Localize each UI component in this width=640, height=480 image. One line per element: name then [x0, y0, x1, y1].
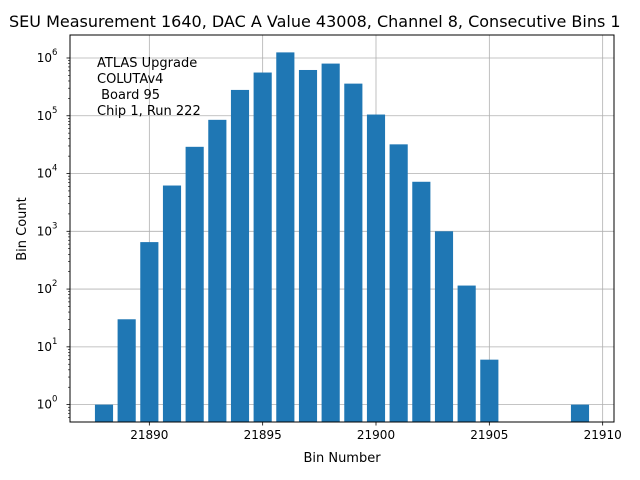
y-tick-exponent: 2 [52, 279, 57, 289]
x-tick-label: 21910 [584, 428, 622, 442]
bar-21902 [412, 181, 431, 422]
plot-frame [69, 34, 615, 423]
x-axis: 21890 21895 21900 21905 21910 [130, 422, 622, 442]
bar-21894 [230, 89, 250, 422]
bars-group [94, 52, 590, 423]
y-tick-label: 10 [37, 398, 52, 412]
bar-21890 [140, 242, 159, 422]
x-tick-label: 21895 [244, 428, 282, 442]
bar-21893 [208, 119, 227, 422]
bar-21891 [162, 185, 182, 422]
y-tick-label: 10 [37, 282, 52, 296]
bar-21909 [570, 404, 590, 422]
bar-21900 [366, 114, 386, 423]
chart-title: SEU Measurement 1640, DAC A Value 43008,… [9, 12, 621, 31]
y-tick-exponent: 0 [52, 395, 57, 405]
bar-21895 [253, 72, 272, 422]
bar-21899 [344, 83, 363, 422]
y-tick-exponent: 4 [52, 164, 57, 174]
y-tick-exponent: 1 [52, 337, 57, 347]
y-tick-label: 10 [37, 340, 52, 354]
x-tick-label: 21900 [357, 428, 395, 442]
bar-21901 [389, 144, 408, 422]
bar-21898 [321, 63, 340, 422]
y-tick-label: 10 [37, 224, 52, 238]
y-axis-label: Bin Count [15, 197, 30, 261]
y-tick-label: 10 [37, 109, 52, 123]
x-tick-label: 21905 [470, 428, 508, 442]
annotation-line: ATLAS Upgrade [97, 56, 197, 71]
y-tick-exponent: 3 [52, 221, 57, 231]
bar-21892 [185, 146, 204, 422]
y-tick-exponent: 5 [52, 106, 57, 116]
annotation-line: Board 95 [97, 88, 160, 103]
grid-lines [70, 35, 614, 422]
bar-21888 [94, 404, 114, 422]
y-tick-exponent: 6 [52, 48, 57, 58]
bar-21905 [480, 359, 499, 422]
annotation-line: Chip 1, Run 222 [97, 104, 201, 119]
y-tick-label: 10 [37, 51, 52, 65]
annotation-line: COLUTAv4 [97, 72, 163, 87]
y-tick-label: 10 [37, 167, 52, 181]
bar-21904 [457, 285, 476, 422]
x-tick-label: 21890 [130, 428, 168, 442]
bar-21903 [434, 231, 454, 422]
bar-21896 [276, 52, 295, 422]
x-axis-label: Bin Number [303, 451, 381, 466]
bar-21897 [298, 69, 318, 422]
bar-21889 [117, 319, 136, 422]
